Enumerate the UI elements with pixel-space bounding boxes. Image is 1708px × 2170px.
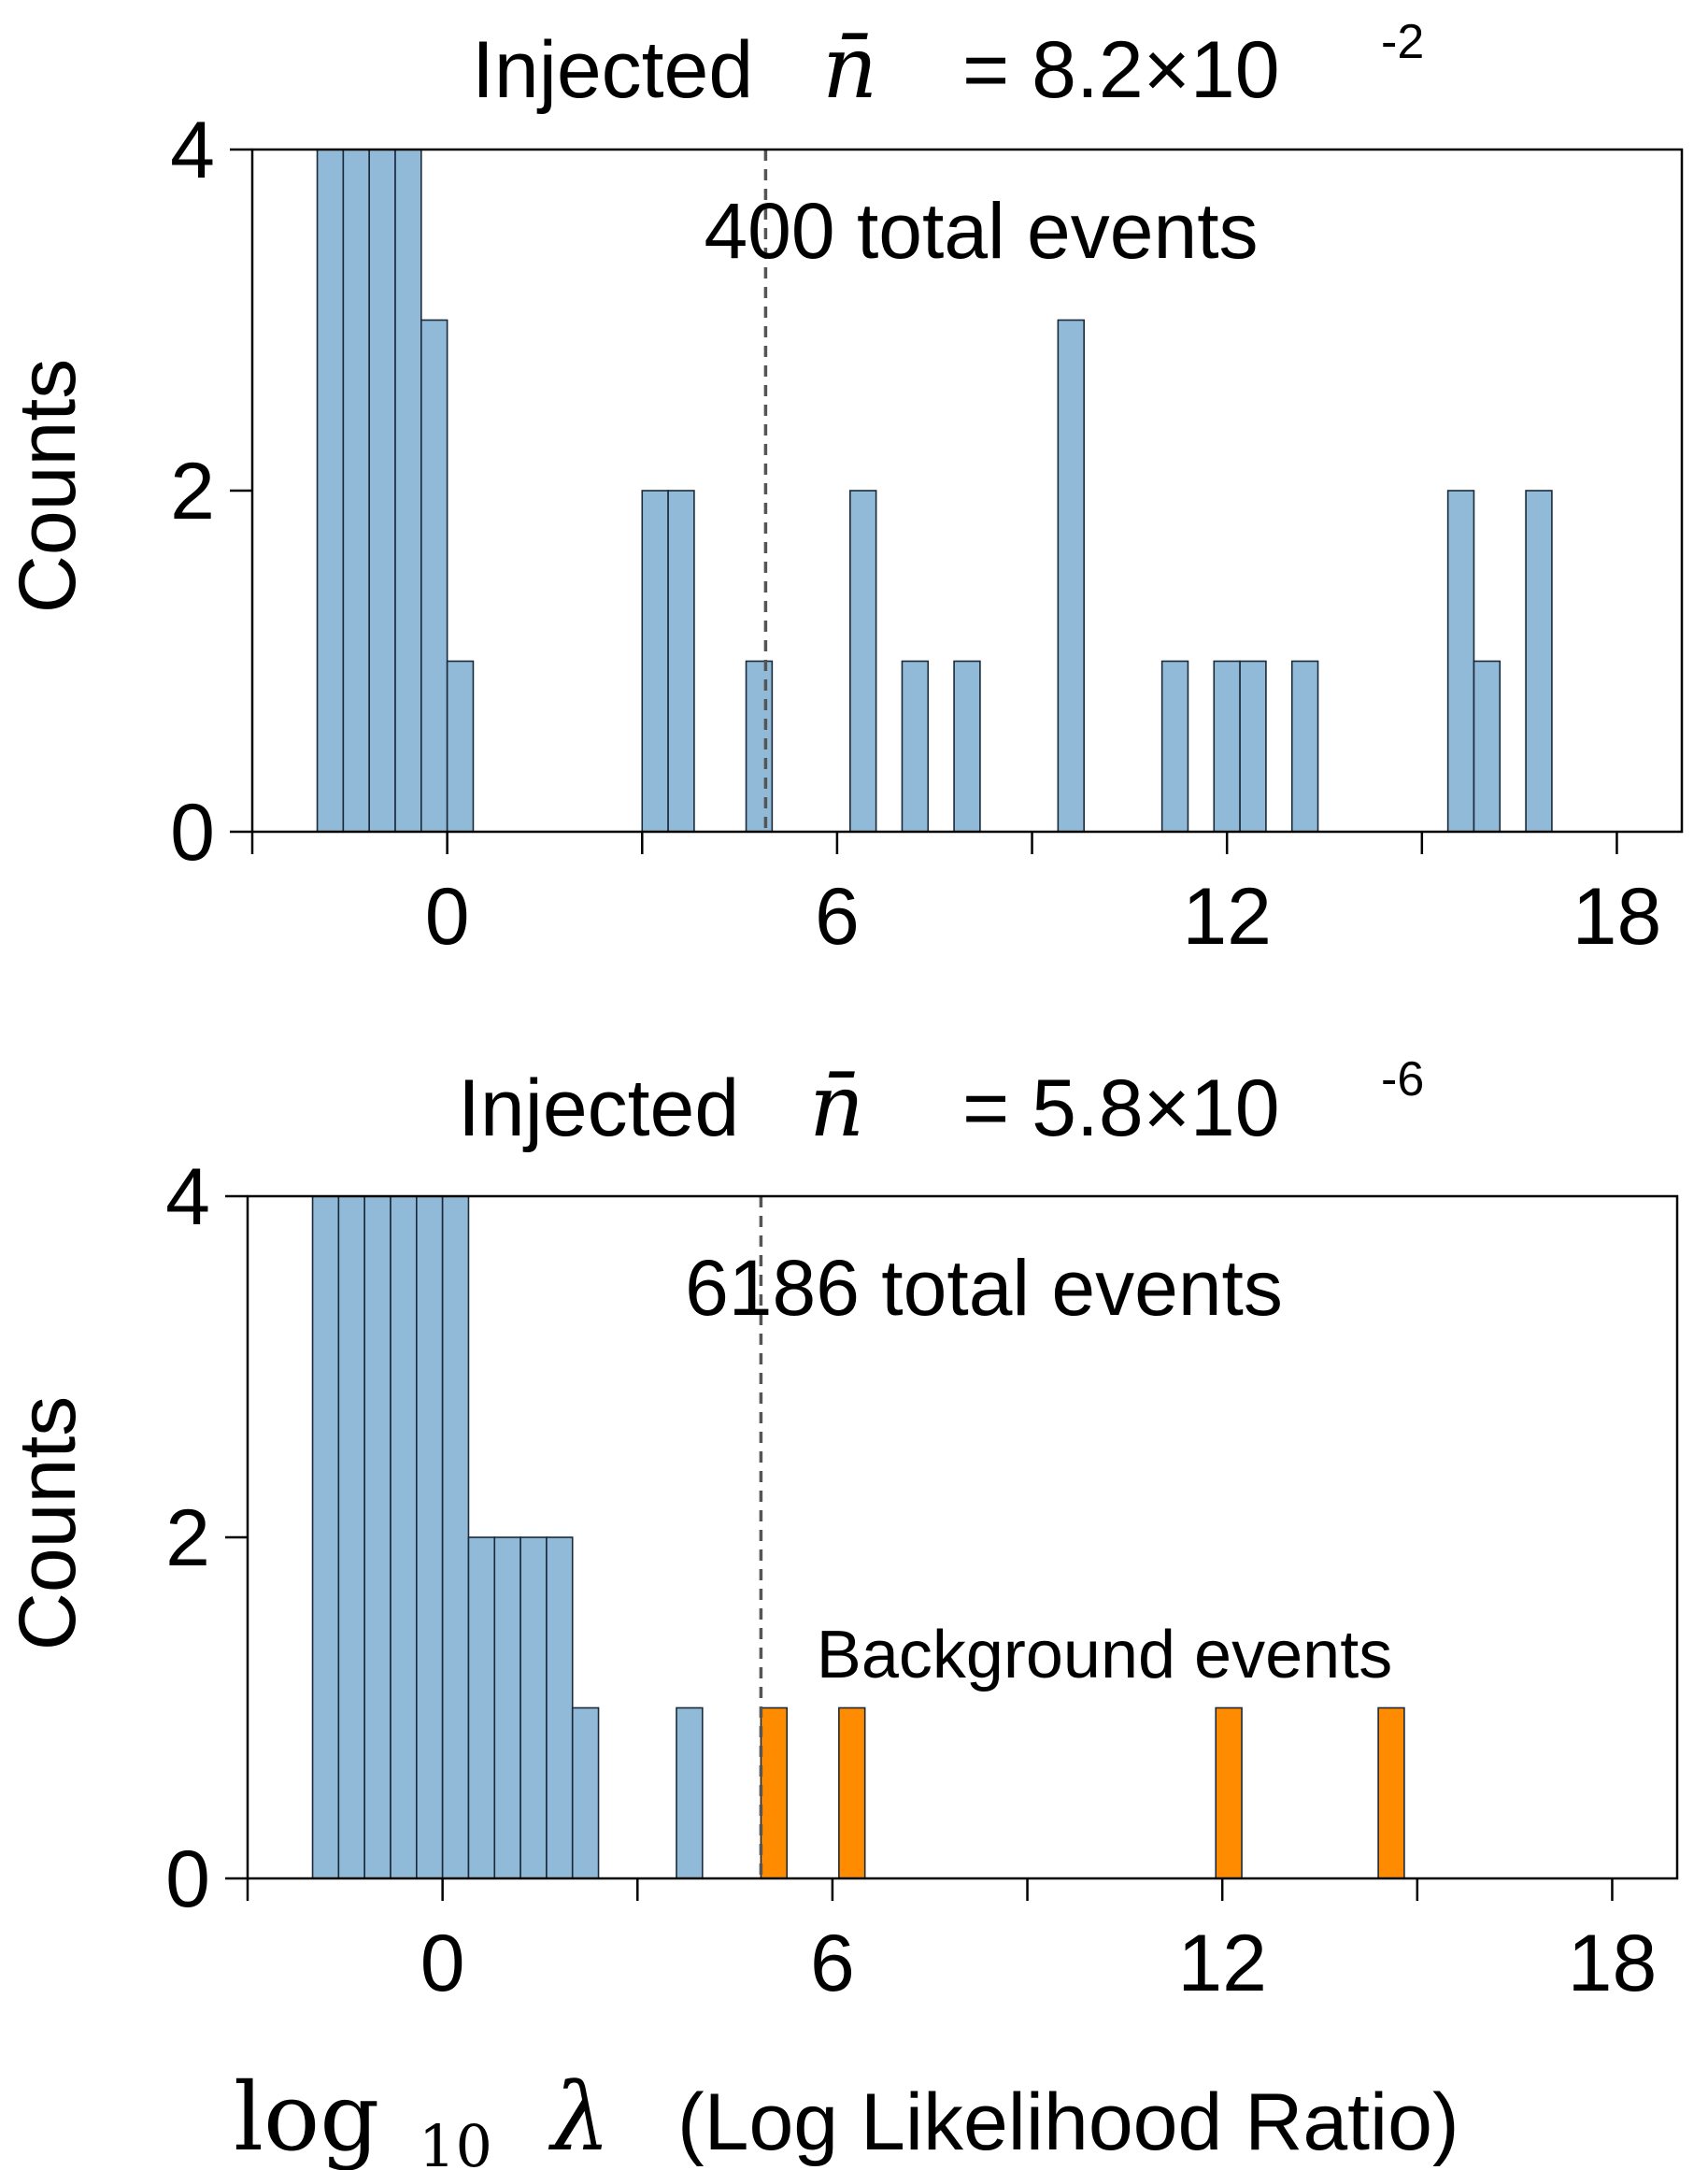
panel-bottom-annotation: 6186 total events [685, 1244, 1283, 1332]
panel-bottom-x-tick-label: 0 [420, 1919, 465, 2008]
panel-top-y-tick-label: 2 [170, 447, 215, 536]
xlabel-log: log [234, 2063, 379, 2170]
panel-bottom-background-bar [838, 1706, 866, 1879]
panel-bottom-y-ticks: 0 2 4 [165, 1152, 248, 1924]
panel-top-signal-bar [1290, 660, 1319, 833]
panel-top-signal-bar [1213, 660, 1241, 833]
panel-bottom-signal-bar [311, 1195, 340, 1879]
panel-top-signal-bar [1525, 490, 1553, 833]
panel-top-signal-bar [901, 660, 930, 833]
panel-top-signal-bar [420, 319, 448, 833]
panel-top-ylabel: Counts [3, 359, 93, 614]
panel-top-x-ticks: 0 6 12 18 [250, 832, 1662, 962]
panel-top-signal-bar [394, 149, 422, 833]
panel-top-x-tick-label: 0 [425, 872, 470, 962]
panel-top-x-tick-label: 18 [1573, 872, 1662, 962]
panel-bottom-signal-bar [520, 1536, 548, 1879]
panel-bottom-signal-bar [467, 1536, 496, 1879]
panel-bottom-background-bar [1215, 1706, 1243, 1879]
panel-top-annotation: 400 total events [704, 187, 1258, 275]
panel-bottom-title-symbol: n̄ [809, 1056, 864, 1156]
panel-bottom-signal-bar [390, 1195, 418, 1879]
panel-bottom-ylabel: Counts [3, 1396, 93, 1651]
panel-bottom-x-tick-label: 18 [1568, 1919, 1658, 2008]
panel-bottom-y-tick-label: 4 [165, 1152, 210, 1242]
panel-top-signal-bar [1160, 660, 1189, 833]
panel-top-y-tick-label: 0 [170, 788, 215, 878]
panel-bottom-background-label: Background events [817, 1618, 1392, 1692]
panel-top-y-ticks: 0 2 4 [170, 106, 252, 878]
panel-bottom-signal-bar [546, 1536, 574, 1879]
panel-top-signal-bar [1446, 490, 1475, 833]
panel-top-signal-bar [641, 490, 669, 833]
panel-top-signal-bar [953, 660, 981, 833]
panel-bottom-signal-bar [416, 1195, 444, 1879]
panel-top-signal-bar [849, 490, 877, 833]
panel-top-title-exponent: -2 [1381, 15, 1424, 69]
panel-top-signal-bar [316, 149, 345, 833]
panel-bottom: Injected n̄ = 5.8×10 -6 0 6 12 18 0 2 4 6186 … [3, 1052, 1679, 2170]
panel-top-x-tick-label: 6 [815, 872, 860, 962]
panel-top: Injected n̄ = 8.2×10 -2 0 6 12 18 0 2 4 400 t… [3, 15, 1684, 962]
panel-bottom-title-value: = 5.8×10 [962, 1064, 1280, 1153]
panel-top-y-tick-label: 4 [170, 106, 215, 195]
panel-top-signal-bar [446, 660, 475, 833]
xlabel-subscript: 10 [419, 2112, 492, 2170]
xlabel-lambda: λ [548, 2063, 610, 2170]
panel-bottom-title-prefix: Injected [458, 1064, 739, 1153]
panel-bottom-y-tick-label: 2 [165, 1493, 210, 1583]
panel-bottom-background-bar [1377, 1706, 1405, 1879]
panel-bottom-signal-bar [337, 1195, 365, 1879]
panel-bottom-background-bar [760, 1706, 789, 1879]
panel-top-signal-bar [342, 149, 370, 833]
xlabel-text: (Log Likelihood Ratio) [677, 2077, 1459, 2167]
panel-bottom-signal-bar [441, 1195, 470, 1879]
panel-top-title-value: = 8.2×10 [962, 25, 1280, 115]
panel-top-signal-bar [1473, 660, 1502, 833]
panel-top-signal-bar [667, 490, 695, 833]
panel-bottom-x-ticks: 0 6 12 18 [246, 1878, 1658, 2008]
panel-bottom-signal-bar [363, 1195, 391, 1879]
panel-bottom-bars [311, 1195, 1405, 1879]
panel-bottom-y-tick-label: 0 [165, 1835, 210, 1924]
panel-bottom-signal-bar [676, 1706, 704, 1879]
panel-top-signal-bar [745, 660, 774, 833]
panel-bottom-x-tick-label: 12 [1177, 1919, 1267, 2008]
panel-top-x-tick-label: 12 [1182, 872, 1272, 962]
panel-bottom-title-exponent: -6 [1381, 1052, 1424, 1106]
panel-bottom-signal-bar [571, 1706, 600, 1879]
panel-top-signal-bar [1239, 660, 1267, 833]
panel-top-signal-bar [1057, 319, 1085, 833]
panel-bottom-signal-bar [493, 1536, 521, 1879]
panel-top-title-prefix: Injected [472, 25, 753, 115]
panel-top-title-symbol: n̄ [822, 18, 877, 118]
panel-top-signal-bar [368, 149, 396, 833]
panel-bottom-x-tick-label: 6 [810, 1919, 855, 2008]
